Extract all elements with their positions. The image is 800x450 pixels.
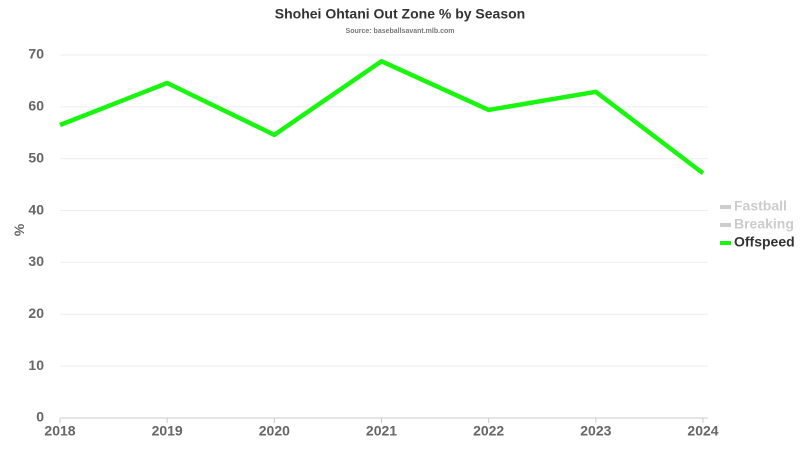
chart-title: Shohei Ohtani Out Zone % by Season — [275, 6, 525, 22]
y-tick-label: 70 — [28, 46, 44, 62]
legend-swatch — [720, 205, 731, 209]
legend-swatch — [720, 223, 731, 227]
y-tick-label: 20 — [28, 305, 44, 321]
x-tick-label: 2018 — [44, 423, 75, 439]
y-tick-label: 10 — [28, 357, 44, 373]
x-tick-label: 2023 — [580, 423, 611, 439]
y-tick-label: 50 — [28, 149, 44, 165]
x-tick-label: 2021 — [366, 423, 397, 439]
legend-label: Breaking — [734, 216, 794, 232]
x-tick-label: 2024 — [687, 423, 718, 439]
y-tick-label: 60 — [28, 98, 44, 114]
chart-subtitle: Source: baseballsavant.mlb.com — [346, 28, 455, 35]
legend-label: Offspeed — [734, 234, 795, 250]
y-tick-label: 30 — [28, 253, 44, 269]
legend-swatch — [720, 241, 731, 245]
line — [59, 58, 705, 176]
x-tick-label: 2022 — [473, 423, 504, 439]
legend-label: Fastball — [734, 198, 787, 214]
y-tick-label: 40 — [28, 201, 44, 217]
x-tick-label: 2020 — [259, 423, 290, 439]
y-tick-label: 0 — [36, 409, 44, 425]
x-tick-label: 2019 — [152, 423, 183, 439]
y-axis-label: % — [11, 224, 27, 237]
